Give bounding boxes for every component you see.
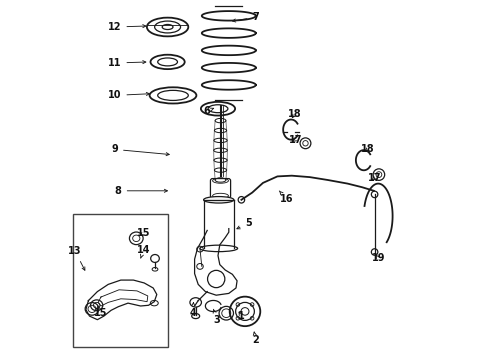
Text: 19: 19	[371, 253, 385, 264]
Text: 3: 3	[213, 309, 220, 325]
Text: 11: 11	[108, 58, 146, 68]
Text: 6: 6	[204, 106, 214, 116]
Text: 17: 17	[289, 135, 302, 145]
Text: 9: 9	[111, 144, 169, 156]
Text: 5: 5	[237, 218, 252, 229]
Ellipse shape	[204, 197, 234, 203]
Text: 1: 1	[238, 311, 245, 321]
Text: 14: 14	[137, 245, 150, 258]
Text: 7: 7	[233, 12, 259, 22]
Text: 10: 10	[108, 90, 149, 100]
Text: 18: 18	[361, 144, 374, 154]
Text: 2: 2	[252, 332, 259, 345]
Text: 15: 15	[94, 305, 107, 318]
Text: 8: 8	[115, 186, 168, 196]
Text: 13: 13	[68, 246, 85, 270]
Text: 12: 12	[108, 22, 146, 32]
Text: 17: 17	[368, 173, 381, 183]
Text: 15: 15	[137, 228, 150, 238]
Text: 18: 18	[288, 109, 301, 120]
Text: 16: 16	[279, 191, 293, 204]
Text: 4: 4	[190, 302, 196, 318]
